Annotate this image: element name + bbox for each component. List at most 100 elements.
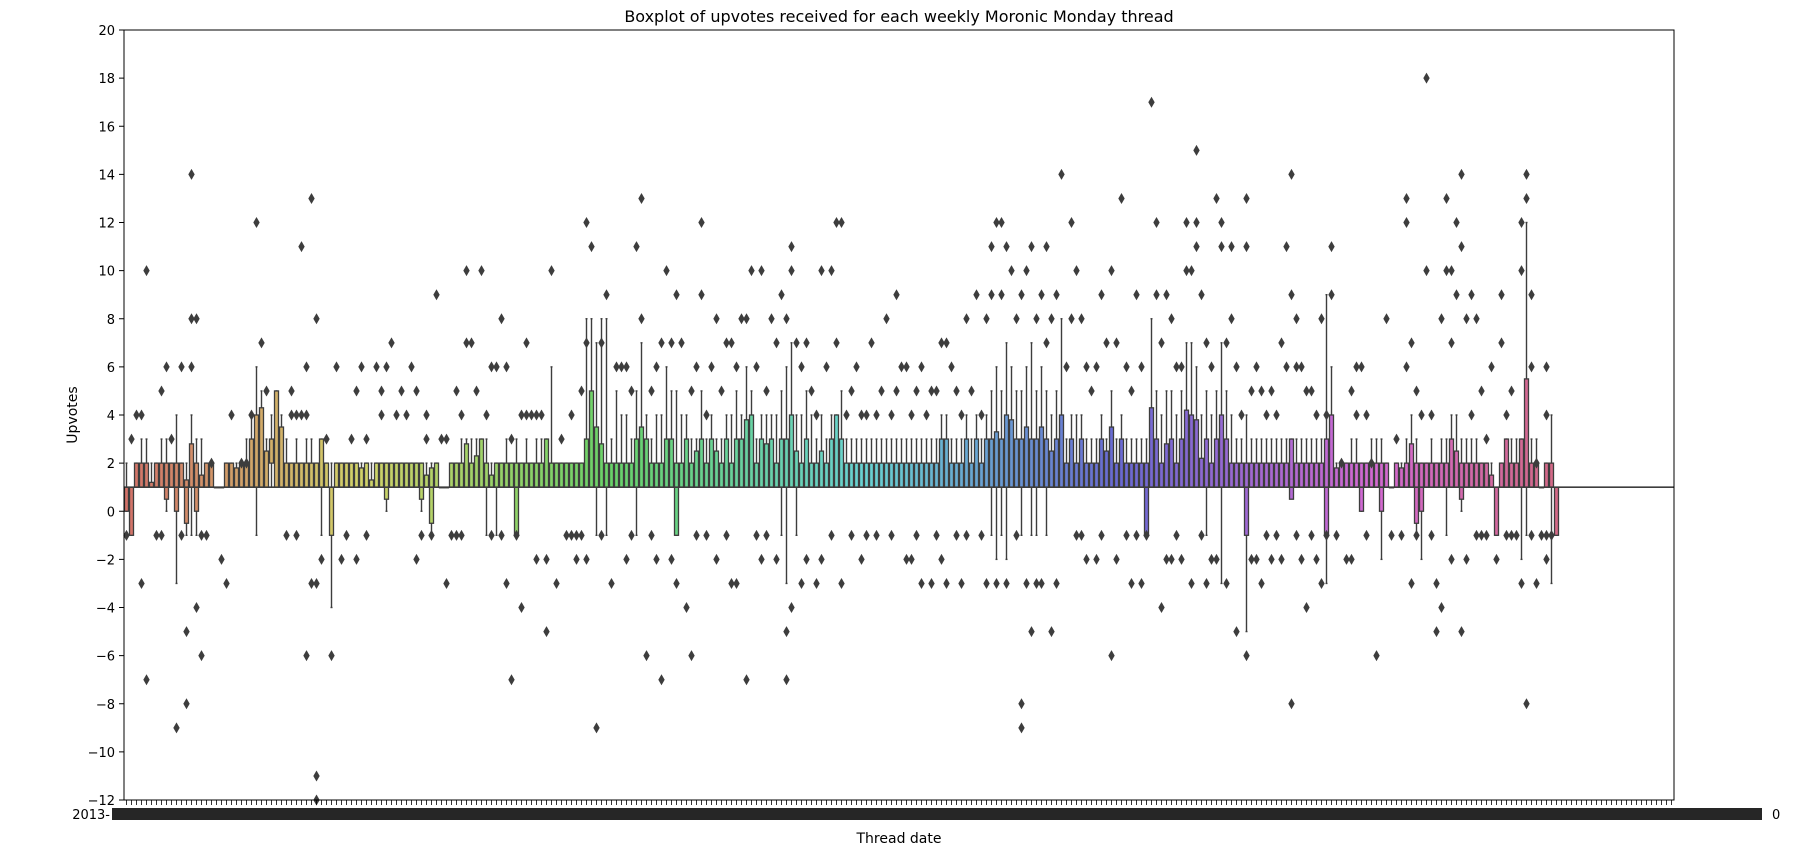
box-245 [1343, 462, 1350, 488]
flier-point [423, 433, 430, 445]
flier-point [1108, 650, 1115, 662]
flier-point [1473, 313, 1480, 325]
box-iqr [528, 462, 535, 488]
flier-point [908, 409, 915, 421]
flier-point [908, 553, 915, 565]
y-tick-label: 6 [107, 361, 115, 376]
box-iqr [283, 462, 290, 488]
box-iqr [968, 462, 975, 488]
flier-point [1263, 409, 1270, 421]
flier-point [723, 337, 730, 349]
flier-point [1023, 265, 1030, 277]
flier-point [1288, 698, 1295, 710]
flier-point [738, 313, 745, 325]
flier-point [593, 722, 600, 734]
flier-point [848, 529, 855, 541]
box-iqr [1163, 443, 1170, 488]
box-iqr [1018, 438, 1025, 488]
box-261 [1423, 462, 1430, 488]
box-iqr [433, 462, 440, 488]
box-233 [1283, 438, 1290, 488]
flier-point [1533, 457, 1540, 469]
box-iqr [598, 443, 605, 488]
flier-point [568, 529, 575, 541]
flier-point [1263, 529, 1270, 541]
box-iqr [1553, 486, 1560, 536]
box-41 [323, 462, 330, 488]
flier-point [1293, 361, 1300, 373]
box-iqr [458, 462, 465, 488]
box-iqr [713, 450, 720, 488]
box-iqr [923, 462, 930, 488]
box-iqr [963, 438, 970, 488]
box-190 [1068, 414, 1075, 488]
flier-point [1523, 698, 1530, 710]
flier-point [1018, 289, 1025, 301]
box-37 [303, 438, 310, 488]
flier-point [1013, 529, 1020, 541]
box-140 [818, 414, 825, 488]
flier-point [318, 553, 325, 565]
box-138 [808, 414, 815, 488]
box-iqr [888, 462, 895, 488]
box-iqr [1333, 467, 1340, 488]
box-192 [1078, 414, 1085, 488]
box-35 [293, 438, 300, 488]
flier-point [1178, 361, 1185, 373]
box-iqr [1503, 438, 1510, 488]
box-iqr [328, 486, 335, 536]
flier-point [203, 529, 210, 541]
box-iqr [228, 462, 235, 488]
box-iqr [523, 462, 530, 488]
flier-point [913, 529, 920, 541]
y-tick-label: 8 [107, 313, 115, 328]
flier-point [773, 337, 780, 349]
box-112 [678, 414, 685, 488]
flier-point [428, 529, 435, 541]
flier-point [408, 361, 415, 373]
flier-point [713, 313, 720, 325]
flier-point [1103, 337, 1110, 349]
box-iqr [1298, 462, 1305, 488]
flier-point [248, 409, 255, 421]
flier-point [1073, 529, 1080, 541]
box-285 [1543, 462, 1550, 488]
y-tick-label: 2 [107, 457, 115, 472]
box-iqr [1093, 462, 1100, 488]
box-iqr [613, 462, 620, 488]
box-14 [188, 414, 195, 537]
flier-point [1253, 361, 1260, 373]
flier-point [888, 409, 895, 421]
box-119 [713, 438, 720, 488]
flier-point [758, 265, 765, 277]
flier-point [1163, 289, 1170, 301]
box-iqr [688, 462, 695, 488]
box-iqr [1033, 438, 1040, 488]
flier-point [778, 289, 785, 301]
flier-point [528, 409, 535, 421]
x-tick-label-band [112, 808, 1762, 820]
box-iqr [1318, 462, 1325, 488]
box-11 [173, 414, 180, 585]
box-234 [1288, 438, 1295, 500]
flier-point [1093, 553, 1100, 565]
box-iqr [1193, 419, 1200, 488]
flier-point [498, 529, 505, 541]
box-156 [898, 438, 905, 488]
flier-point [1363, 529, 1370, 541]
box-iqr [1038, 426, 1045, 488]
box-55 [393, 462, 400, 488]
flier-point [178, 361, 185, 373]
flier-point [993, 577, 1000, 589]
flier-point [1113, 337, 1120, 349]
flier-point [298, 241, 305, 253]
box-iqr [668, 438, 675, 488]
box-45 [343, 462, 350, 488]
y-tick-label: −6 [96, 650, 115, 665]
flier-point [873, 409, 880, 421]
box-191 [1073, 414, 1080, 488]
flier-point [673, 289, 680, 301]
flier-point [1433, 577, 1440, 589]
box-243 [1333, 462, 1340, 488]
box-iqr [928, 462, 935, 488]
